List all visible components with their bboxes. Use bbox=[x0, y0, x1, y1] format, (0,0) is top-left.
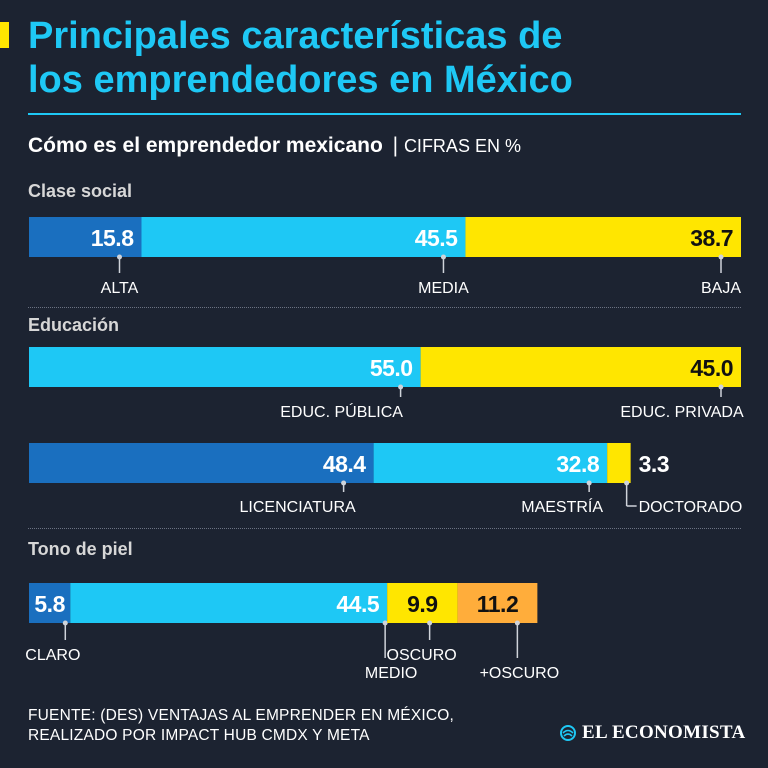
value-label: 15.8 bbox=[91, 225, 134, 251]
category-label: CLARO bbox=[25, 647, 80, 664]
category-label: MEDIO bbox=[365, 665, 417, 682]
bar-segment bbox=[457, 583, 538, 623]
leader-dot bbox=[586, 480, 592, 486]
globe-icon bbox=[560, 725, 576, 741]
bar-segment bbox=[373, 443, 608, 483]
bar-segment bbox=[420, 347, 741, 387]
category-label: LICENCIATURA bbox=[240, 499, 356, 516]
value-label: 5.8 bbox=[34, 591, 65, 617]
value-label: 38.7 bbox=[690, 225, 733, 251]
units-label: CIFRAS EN % bbox=[403, 136, 521, 156]
leader-dot bbox=[116, 254, 122, 260]
source-line-1: FUENTE: (DES) VENTAJAS AL EMPRENDER EN M… bbox=[28, 707, 455, 724]
value-label: 45.0 bbox=[690, 355, 733, 381]
bar-segment bbox=[29, 583, 71, 623]
bar-segment bbox=[29, 217, 142, 257]
subtitle-text: Cómo es el emprendedor mexicano bbox=[28, 134, 383, 157]
value-label: 11.2 bbox=[477, 591, 519, 617]
section-divider bbox=[28, 528, 741, 529]
leader-dot bbox=[341, 480, 347, 486]
leader-dot bbox=[62, 620, 68, 626]
accent-bar bbox=[0, 22, 9, 48]
leader-dot bbox=[514, 620, 520, 626]
section-title-tono-de-piel: Tono de piel bbox=[28, 539, 133, 559]
leader-dot bbox=[382, 620, 388, 626]
category-label: BAJA bbox=[701, 280, 741, 297]
title-line-1: Principales características de bbox=[28, 15, 563, 57]
category-label: MAESTRÍA bbox=[521, 497, 603, 516]
bar-segment bbox=[141, 217, 466, 257]
value-label: 32.8 bbox=[556, 451, 599, 477]
value-label: 9.9 bbox=[407, 591, 437, 617]
leader-dot bbox=[440, 254, 446, 260]
category-label: +OSCURO bbox=[480, 665, 560, 682]
chart-subtitle: Cómo es el emprendedor mexicano | CIFRAS… bbox=[28, 134, 521, 158]
value-label: 48.4 bbox=[323, 451, 366, 477]
section-title-educacion: Educación bbox=[28, 315, 120, 335]
page-title: Principales características de los empre… bbox=[28, 14, 748, 102]
bar-segment bbox=[607, 443, 631, 483]
title-divider bbox=[28, 113, 741, 115]
leader-dot bbox=[624, 480, 630, 486]
value-label: 55.0 bbox=[370, 355, 413, 381]
bar-segment bbox=[70, 583, 388, 623]
brand-logo: EL ECONOMISTA bbox=[560, 722, 746, 744]
value-label: 44.5 bbox=[336, 591, 379, 617]
category-label: OSCURO bbox=[387, 647, 457, 664]
source-note: FUENTE: (DES) VENTAJAS AL EMPRENDER EN M… bbox=[28, 706, 454, 746]
bar-segment bbox=[29, 443, 374, 483]
category-label: ALTA bbox=[101, 280, 139, 297]
leader-dot bbox=[718, 254, 724, 260]
category-label: EDUC. PRIVADA bbox=[620, 404, 744, 421]
stacked-bar-chart: 15.8 ALTA 45.5 MEDIA 38.7 BAJA 55.0 EDUC. PÚBLI… bbox=[25, 217, 744, 682]
section-divider bbox=[28, 307, 741, 308]
bar-segment bbox=[465, 217, 741, 257]
category-label: EDUC. PÚBLICA bbox=[280, 402, 403, 421]
source-line-2: REALIZADO POR IMPACT HUB CMDX Y META bbox=[28, 727, 370, 744]
bar-segment bbox=[387, 583, 458, 623]
value-label: 45.5 bbox=[415, 225, 458, 251]
brand-name: EL ECONOMISTA bbox=[582, 722, 746, 743]
leader-dot bbox=[718, 384, 724, 390]
category-label: DOCTORADO bbox=[639, 499, 743, 516]
category-label: MEDIA bbox=[418, 280, 469, 297]
section-title-clase-social: Clase social bbox=[28, 181, 133, 201]
title-line-2: los emprendedores en México bbox=[28, 59, 573, 101]
value-label: 3.3 bbox=[639, 451, 669, 477]
leader-dot bbox=[398, 384, 404, 390]
bar-segment bbox=[29, 347, 421, 387]
leader-dot bbox=[427, 620, 433, 626]
subtitle-separator: | bbox=[392, 134, 399, 157]
